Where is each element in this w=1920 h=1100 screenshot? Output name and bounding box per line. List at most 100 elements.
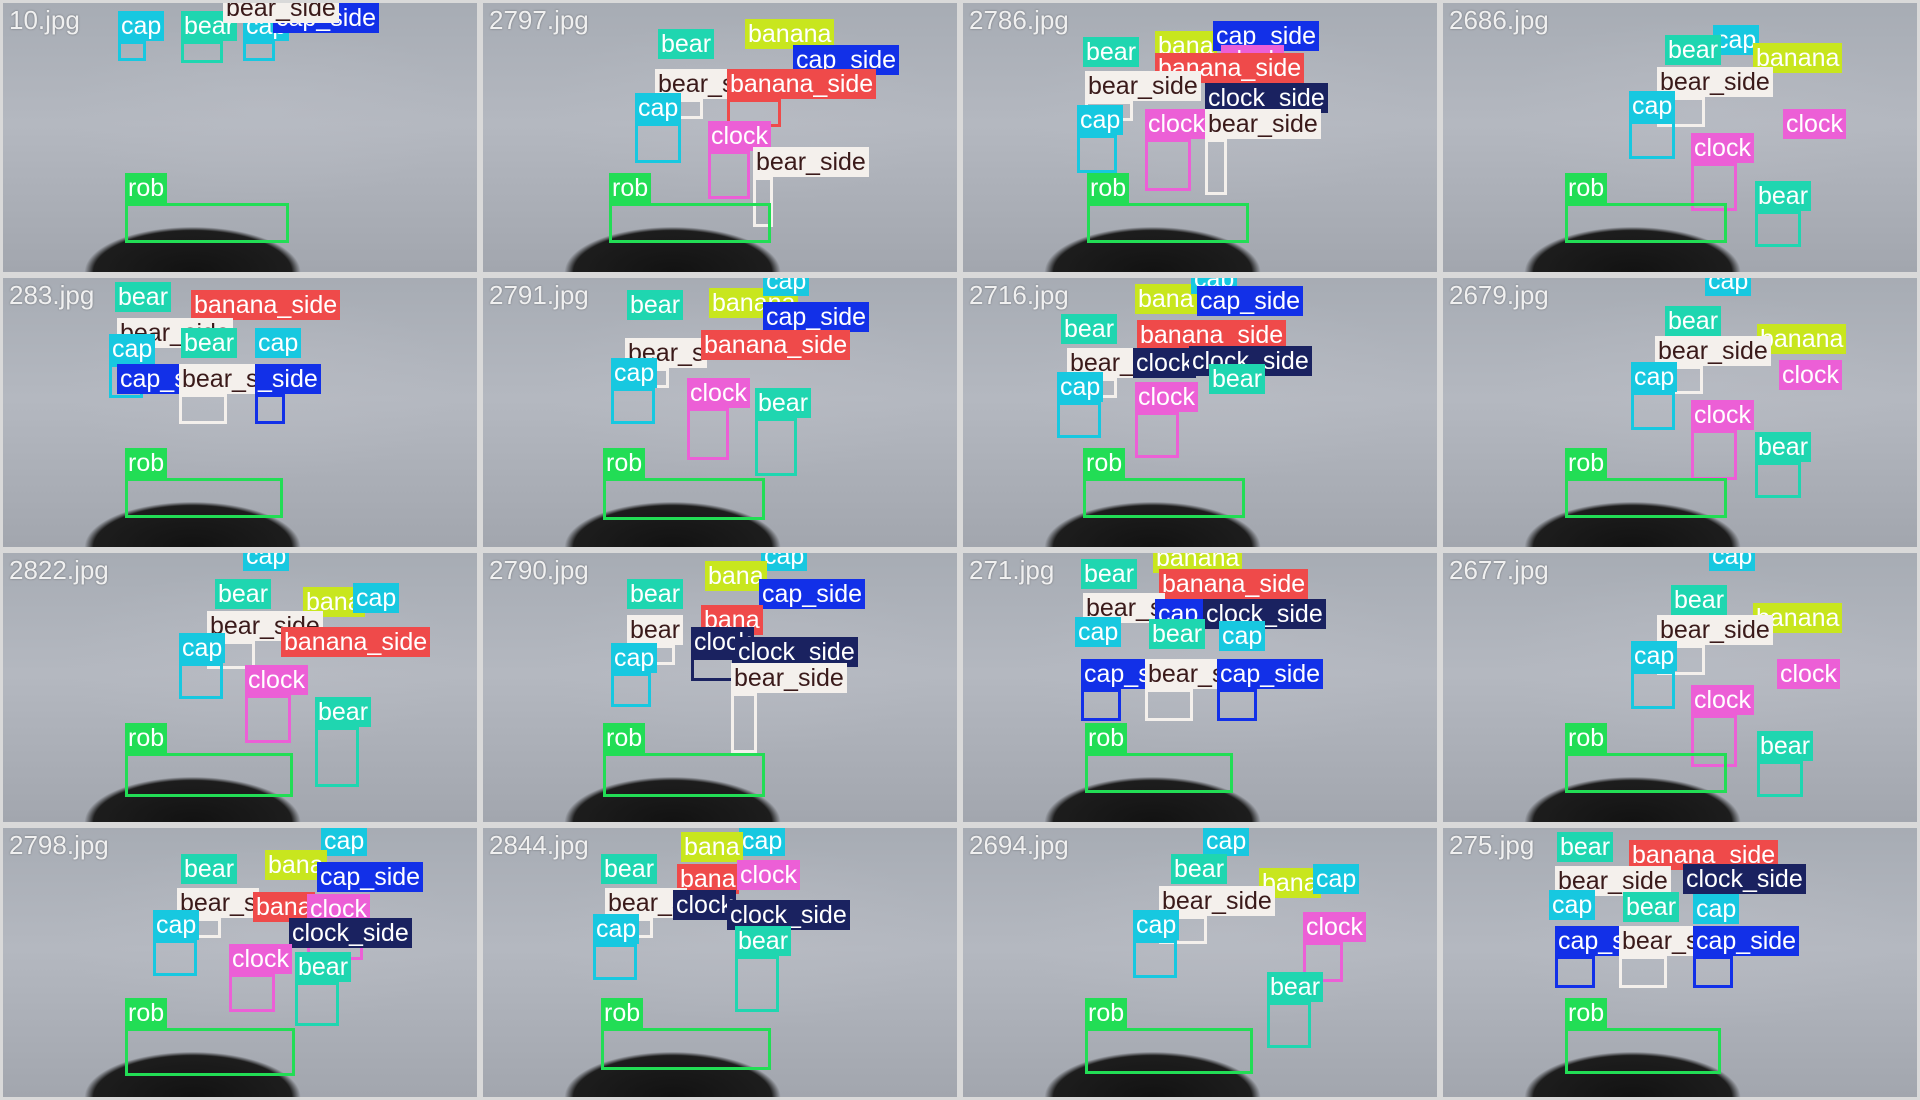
detection-label-bear: bear <box>181 328 238 358</box>
bbox-rob <box>1083 478 1245 518</box>
bbox-rob <box>1085 1028 1253 1074</box>
detection-label-rob: rob <box>609 173 652 203</box>
detection-label-bear: bear <box>1061 314 1118 344</box>
detection-label-clock: clock <box>708 121 771 151</box>
detection-label-rob: rob <box>125 448 168 478</box>
bbox-cap <box>593 944 637 980</box>
image-filename: 275.jpg <box>1449 830 1535 860</box>
detection-label-bear: bear <box>1755 432 1812 462</box>
bbox-bear-side <box>1145 689 1193 721</box>
detection-label-rob: rob <box>1085 998 1128 1028</box>
detection-label-clock-side: clock <box>1133 348 1196 378</box>
detection-label-clock: clock <box>1691 133 1754 163</box>
bbox-bear <box>755 418 797 476</box>
detection-label-clock-side: clock_side <box>1205 83 1328 113</box>
detection-label-clock: clock <box>229 944 292 974</box>
image-tile: 2679.jpg cap bear banana bear_side cap clock cl… <box>1443 278 1917 547</box>
bbox-bear-side <box>753 177 773 227</box>
detection-label-rob: rob <box>1565 448 1608 478</box>
detection-label-banana: bana <box>681 832 743 862</box>
image-tile: 283.jpg bear banana_side bear_side cap bear ca… <box>3 278 477 547</box>
detection-label-clock: clock <box>1303 912 1366 942</box>
bbox-clock <box>229 974 275 1012</box>
detection-label-banana-side: banana_side <box>727 69 877 99</box>
bbox-rob <box>1565 1028 1721 1074</box>
bbox-bear-side <box>179 394 227 424</box>
detection-label-bear: bear <box>1671 585 1728 615</box>
image-filename: 271.jpg <box>969 555 1055 585</box>
detection-label-bear: bear <box>315 697 372 727</box>
detection-label-cap: cap <box>1075 617 1122 647</box>
image-filename: 2694.jpg <box>969 830 1069 860</box>
detection-label-rob: rob <box>603 723 646 753</box>
detection-label-cap: cap <box>243 553 290 571</box>
detection-label-bear-side: bear_side <box>1205 109 1321 139</box>
detection-label-clock: clock <box>1145 109 1208 139</box>
bbox-rob <box>603 478 765 520</box>
bbox-rob <box>1565 478 1727 518</box>
bbox-bear <box>1267 1002 1311 1048</box>
detection-label-bear-side: bear_side <box>1555 866 1671 896</box>
bbox-rob <box>601 1028 771 1070</box>
detection-label-cap: cap <box>761 553 808 571</box>
detection-label-clock: clock <box>1691 685 1754 715</box>
detection-label-bear-side: bear_side <box>223 3 339 23</box>
detection-label-cap-side: cap_side <box>763 302 870 332</box>
detection-label-bear: bear <box>1149 619 1206 649</box>
image-filename: 10.jpg <box>9 5 80 35</box>
detection-label-cap: cap <box>1631 641 1678 671</box>
detection-label-clock: clock <box>1777 659 1840 689</box>
detection-label-banana-side: bana <box>253 892 315 922</box>
bbox-cap-side <box>1555 956 1595 988</box>
bbox-bear <box>1755 462 1801 498</box>
bbox-cap <box>153 940 197 976</box>
bbox-clock <box>708 151 750 199</box>
detection-label-cap: cap <box>153 910 200 940</box>
detection-label-bear: bear <box>658 29 715 59</box>
bbox-cap <box>243 41 275 61</box>
detection-label-cap-side: cap_s <box>117 364 190 394</box>
bbox-clock <box>1135 412 1179 458</box>
bbox-cap <box>1077 135 1117 173</box>
detection-label-rob: rob <box>125 998 168 1028</box>
detection-label-bear-side: bear_side <box>753 147 869 177</box>
detection-label-bear-side: bear_side <box>1657 67 1773 97</box>
image-filename: 283.jpg <box>9 280 95 310</box>
bbox-rob <box>125 478 283 518</box>
image-filename: 2786.jpg <box>969 5 1069 35</box>
detection-label-banana: bana <box>705 561 767 591</box>
bbox-clock <box>1691 163 1737 211</box>
detection-label-clock: clock <box>1779 360 1842 390</box>
bbox-rob <box>1565 203 1727 243</box>
detection-label-clock-side: clock <box>673 890 736 920</box>
bbox-bear <box>735 956 779 1012</box>
detection-label-banana-side: banana_side <box>1159 569 1309 599</box>
detection-label-bear: bear <box>181 854 238 884</box>
image-filename: 2797.jpg <box>489 5 589 35</box>
detection-label-cap: cap <box>1203 828 1250 856</box>
bbox-rob <box>1565 753 1727 793</box>
detection-label-banana-side: banana_side <box>191 290 341 320</box>
detection-label-rob: rob <box>1087 173 1130 203</box>
bbox-cap <box>1057 402 1101 438</box>
bbox-rob <box>603 753 765 797</box>
detection-label-bear-side: bear <box>627 615 684 645</box>
detection-label-cap-side: cap_side <box>759 579 866 609</box>
detection-label-clock: clock <box>737 860 800 890</box>
image-filename: 2822.jpg <box>9 555 109 585</box>
detection-label-cap: cap <box>1549 890 1596 920</box>
detection-label-cap: cap <box>1219 621 1266 651</box>
detection-label-rob: rob <box>125 173 168 203</box>
detection-label-bear: bear <box>1623 892 1680 922</box>
detection-label-rob: rob <box>601 998 644 1028</box>
detection-label-cap: cap <box>1693 894 1740 924</box>
detection-label-banana: bana <box>265 850 327 880</box>
bbox-cap-side <box>255 394 285 424</box>
detection-label-cap: cap <box>1631 362 1678 392</box>
bbox-clock <box>1691 715 1737 767</box>
detection-label-cap-side: cap_s <box>1555 926 1628 956</box>
detection-label-bear: bear <box>1209 364 1266 394</box>
image-filename: 2686.jpg <box>1449 5 1549 35</box>
image-filename: 2716.jpg <box>969 280 1069 310</box>
bbox-bear <box>1757 761 1803 797</box>
